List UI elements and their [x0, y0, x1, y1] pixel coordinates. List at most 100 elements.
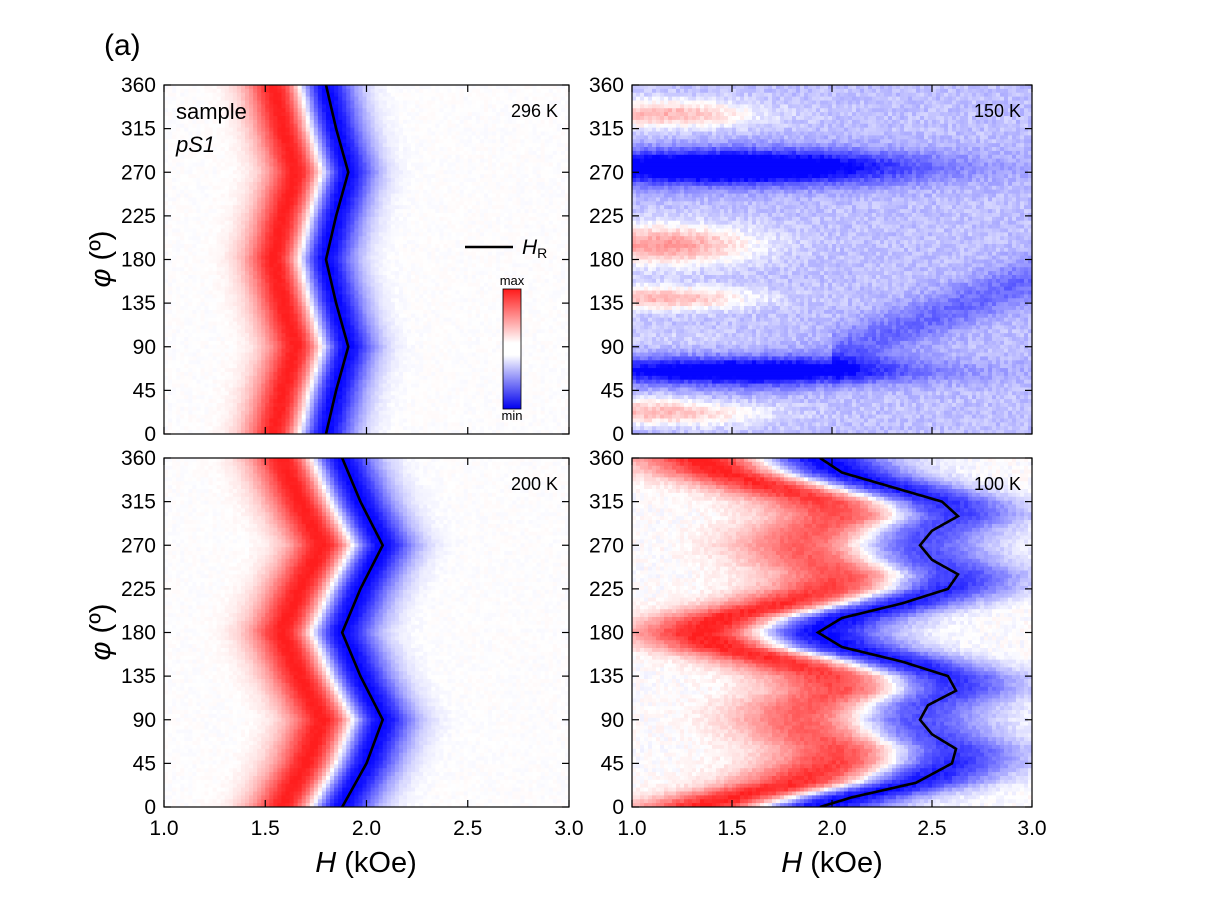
heatmap-cell: [415, 228, 420, 233]
heatmap-cell: [500, 123, 505, 129]
heatmap-cell: [277, 119, 283, 125]
heatmap-cell: [386, 201, 392, 206]
heatmap-cell: [532, 197, 538, 202]
heatmap-cell: [188, 100, 193, 105]
heatmap-cell: [172, 247, 177, 253]
heatmap-cell: [475, 116, 481, 121]
heatmap-cell: [253, 92, 258, 98]
heatmap-cell: [532, 267, 538, 272]
heatmap-cell: [475, 275, 481, 280]
heatmap-cell: [168, 224, 173, 230]
heatmap-cell: [334, 267, 339, 272]
heatmap-cell: [524, 255, 530, 261]
heatmap-cell: [232, 259, 238, 264]
heatmap-cell: [346, 108, 351, 113]
heatmap-cell: [447, 143, 453, 148]
heatmap-cell: [228, 135, 234, 140]
heatmap-cell: [402, 154, 408, 160]
heatmap-cell: [378, 271, 384, 276]
heatmap-cell: [293, 275, 299, 280]
heatmap-cell: [362, 255, 368, 261]
heatmap-cell: [415, 85, 420, 90]
heatmap-cell: [419, 243, 424, 249]
heatmap-cell: [301, 158, 307, 164]
heatmap-cell: [423, 209, 428, 214]
heatmap-cell: [459, 131, 465, 137]
heatmap-cell: [220, 193, 226, 199]
heatmap-cell: [188, 127, 193, 133]
heatmap-cell: [321, 255, 327, 261]
heatmap-cell: [249, 158, 254, 164]
heatmap-cell: [516, 255, 521, 261]
heatmap-cell: [293, 259, 299, 264]
heatmap-cell: [443, 240, 449, 245]
heatmap-cell: [492, 240, 497, 245]
heatmap-cell: [479, 251, 485, 257]
heatmap-cell: [548, 154, 554, 160]
heatmap-cell: [516, 209, 521, 214]
heatmap-cell: [313, 236, 319, 241]
heatmap-cell: [338, 224, 343, 230]
heatmap-cell: [342, 240, 347, 245]
heatmap-cell: [216, 135, 222, 140]
heatmap-cell: [560, 216, 566, 222]
heatmap-cell: [305, 131, 311, 137]
heatmap-cell: [378, 112, 384, 117]
heatmap-cell: [354, 170, 359, 175]
heatmap-cell: [455, 119, 461, 125]
heatmap-cell: [443, 96, 449, 102]
heatmap-cell: [528, 263, 534, 268]
heatmap-cell: [475, 127, 481, 133]
heatmap-cell: [172, 232, 177, 237]
heatmap-cell: [427, 88, 432, 94]
heatmap-cell: [334, 275, 339, 280]
heatmap-cell: [342, 243, 347, 249]
heatmap-cell: [208, 259, 214, 264]
heatmap-cell: [407, 185, 412, 191]
heatmap-cell: [172, 243, 177, 249]
heatmap-cell: [374, 185, 380, 191]
heatmap-cell: [285, 131, 291, 137]
heatmap-cell: [455, 150, 461, 156]
heatmap-cell: [512, 271, 517, 276]
heatmap-cell: [544, 189, 550, 195]
heatmap-cell: [338, 85, 343, 90]
heatmap-cell: [467, 205, 473, 210]
heatmap-cell: [273, 181, 278, 187]
heatmap-cell: [556, 255, 562, 261]
heatmap-cell: [496, 224, 501, 230]
heatmap-cell: [500, 189, 505, 195]
heatmap-cell: [378, 205, 384, 210]
heatmap-cell: [488, 166, 493, 171]
heatmap-cell: [504, 228, 509, 233]
heatmap-cell: [524, 275, 530, 280]
heatmap-cell: [398, 205, 404, 210]
heatmap-cell: [548, 100, 554, 105]
heatmap-cell: [188, 88, 193, 94]
heatmap-cell: [253, 147, 258, 152]
heatmap-cell: [301, 193, 307, 199]
heatmap-cell: [269, 224, 274, 230]
heatmap-cell: [402, 255, 408, 261]
heatmap-cell: [172, 178, 177, 183]
heatmap-cell: [224, 185, 230, 191]
heatmap-cell: [168, 240, 173, 245]
heatmap-cell: [301, 131, 307, 137]
heatmap-cell: [317, 166, 323, 171]
heatmap-cell: [564, 267, 569, 272]
heatmap-cell: [540, 147, 546, 152]
heatmap-cell: [520, 193, 526, 199]
heatmap-cell: [236, 220, 242, 226]
heatmap-cell: [204, 243, 210, 249]
heatmap-cell: [269, 185, 274, 191]
heatmap-cell: [176, 236, 181, 241]
heatmap-cell: [176, 112, 181, 117]
heatmap-cell: [516, 92, 521, 98]
heatmap-cell: [398, 224, 404, 230]
heatmap-cell: [500, 185, 505, 191]
heatmap-cell: [309, 209, 315, 214]
heatmap-cell: [398, 108, 404, 113]
heatmap-cell: [281, 127, 287, 133]
heatmap-cell: [488, 189, 493, 195]
heatmap-cell: [459, 88, 465, 94]
